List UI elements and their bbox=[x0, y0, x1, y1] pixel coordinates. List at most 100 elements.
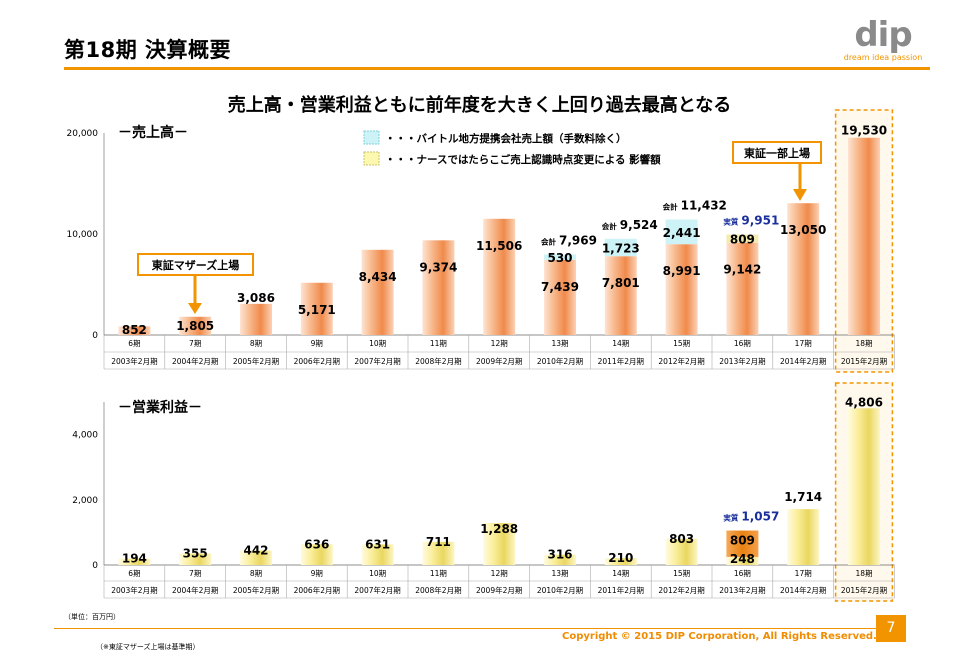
data-label: 7,801 bbox=[602, 276, 640, 290]
fiscal-year-label: 2015年2月期 bbox=[841, 356, 887, 366]
fiscal-year-label: 2009年2月期 bbox=[476, 585, 522, 595]
fiscal-year-label: 2006年2月期 bbox=[294, 585, 340, 595]
data-label: 809 bbox=[730, 233, 755, 247]
fiscal-year-label: 2012年2月期 bbox=[658, 585, 704, 595]
total-value: 9,951 bbox=[741, 213, 779, 227]
bar-main bbox=[726, 556, 759, 565]
total-value: 1,057 bbox=[741, 510, 779, 524]
data-label: 7,439 bbox=[541, 280, 579, 294]
total-prefix: 会計 bbox=[602, 221, 617, 231]
period-label: 8期 bbox=[250, 339, 262, 348]
logo-tagline: dream idea passion bbox=[843, 53, 923, 62]
data-label: 8,434 bbox=[359, 270, 397, 284]
y-tick-label: 10,000 bbox=[67, 230, 99, 240]
legend-yellow-swatch bbox=[363, 151, 380, 166]
fiscal-year-label: 2005年2月期 bbox=[233, 585, 279, 595]
data-label: 4,806 bbox=[845, 395, 883, 409]
period-label: 7期 bbox=[189, 339, 201, 348]
bar-main bbox=[422, 240, 455, 335]
data-label: 13,050 bbox=[780, 223, 826, 237]
period-label: 7期 bbox=[189, 569, 201, 578]
period-label: 11期 bbox=[430, 339, 447, 348]
period-label: 18期 bbox=[855, 569, 872, 578]
fiscal-year-label: 2003年2月期 bbox=[111, 356, 157, 366]
period-label: 11期 bbox=[430, 569, 447, 578]
fiscal-year-label: 2005年2月期 bbox=[233, 356, 279, 366]
data-label: 803 bbox=[669, 532, 694, 546]
data-label: 11,506 bbox=[476, 239, 522, 253]
bar-extra-1 bbox=[544, 254, 576, 260]
period-label: 15期 bbox=[673, 339, 690, 348]
data-label: 636 bbox=[304, 537, 329, 551]
period-label: 6期 bbox=[128, 339, 140, 348]
total-value: 7,969 bbox=[559, 234, 597, 248]
data-label: 530 bbox=[547, 251, 572, 265]
fiscal-year-label: 2011年2月期 bbox=[598, 356, 644, 366]
data-label: 194 bbox=[122, 552, 147, 566]
data-label: 8,991 bbox=[663, 264, 701, 278]
data-label: 5,171 bbox=[298, 303, 336, 317]
bar-main bbox=[240, 550, 272, 565]
legend-cyan-swatch bbox=[363, 130, 380, 145]
data-label: 19,530 bbox=[841, 124, 887, 138]
dip-logo: dip dream idea passion bbox=[838, 18, 928, 62]
data-label: 852 bbox=[122, 323, 147, 337]
fiscal-year-label: 2009年2月期 bbox=[476, 356, 522, 366]
fiscal-year-label: 2007年2月期 bbox=[354, 585, 400, 595]
bar-main bbox=[361, 544, 394, 565]
data-label: 711 bbox=[426, 535, 451, 549]
period-label: 9期 bbox=[311, 339, 323, 348]
period-label: 16期 bbox=[734, 569, 751, 578]
data-label: 442 bbox=[243, 544, 268, 558]
fiscal-year-label: 2010年2月期 bbox=[537, 356, 583, 366]
period-label: 18期 bbox=[855, 339, 872, 348]
bar-main bbox=[726, 242, 759, 335]
total-value: 11,432 bbox=[681, 199, 727, 213]
period-label: 12期 bbox=[491, 569, 508, 578]
y-tick-label: 4,000 bbox=[72, 431, 98, 441]
fiscal-year-label: 2012年2月期 bbox=[658, 356, 704, 366]
bar-main bbox=[361, 249, 394, 335]
bar-extra-1 bbox=[726, 530, 759, 557]
period-label: 17期 bbox=[795, 339, 812, 348]
bar-extra-1 bbox=[665, 219, 698, 245]
bar-main bbox=[604, 558, 637, 565]
data-label: 3,086 bbox=[237, 291, 275, 305]
legend-yellow-label: ・・・ナースではたらこご売上認識時点変更による 影響額 bbox=[385, 153, 661, 166]
fiscal-year-label: 2003年2月期 bbox=[111, 585, 157, 595]
y-tick-label: 2,000 bbox=[72, 496, 98, 506]
mothers-arrowhead-icon bbox=[188, 303, 202, 314]
data-label: 2,441 bbox=[663, 226, 701, 240]
data-label: 248 bbox=[730, 552, 755, 566]
period-label: 13期 bbox=[551, 339, 568, 348]
bar-main bbox=[240, 303, 272, 335]
y-tick-label: 0 bbox=[92, 561, 98, 571]
data-label: 210 bbox=[608, 551, 633, 565]
bar-extra-2 bbox=[726, 234, 759, 243]
fiscal-year-label: 2015年2月期 bbox=[841, 585, 887, 595]
headline: 売上高・営業利益ともに前年度を大きく上回り過去最高となる bbox=[227, 95, 732, 116]
bar-main bbox=[422, 541, 455, 565]
unit-note: （単位：百万円） bbox=[64, 613, 120, 621]
period-label: 10期 bbox=[369, 339, 386, 348]
total-prefix: 会計 bbox=[663, 202, 678, 212]
data-label: 9,142 bbox=[723, 263, 761, 277]
fiscal-year-label: 2014年2月期 bbox=[780, 356, 826, 366]
bar-main bbox=[179, 553, 212, 565]
bar-main bbox=[483, 218, 516, 335]
first-section-callout-label: 東証一部上場 bbox=[744, 146, 810, 160]
bar-extra-1 bbox=[604, 238, 637, 257]
fiscal-year-label: 2006年2月期 bbox=[294, 356, 340, 366]
mothers-callout-box bbox=[137, 253, 254, 276]
fiscal-year-label: 2004年2月期 bbox=[172, 585, 218, 595]
legend-cyan-label: ・・・バイトル地方提携会社売上額（手数料除く） bbox=[385, 132, 627, 145]
data-label: 355 bbox=[183, 546, 208, 560]
period-label: 14期 bbox=[612, 569, 629, 578]
header-rule bbox=[64, 67, 930, 70]
data-label: 1,723 bbox=[602, 242, 640, 256]
period-label: 14期 bbox=[612, 339, 629, 348]
data-label: 316 bbox=[547, 548, 572, 562]
period-label: 6期 bbox=[128, 569, 140, 578]
bar-main bbox=[848, 137, 880, 335]
total-value: 9,524 bbox=[620, 218, 658, 232]
